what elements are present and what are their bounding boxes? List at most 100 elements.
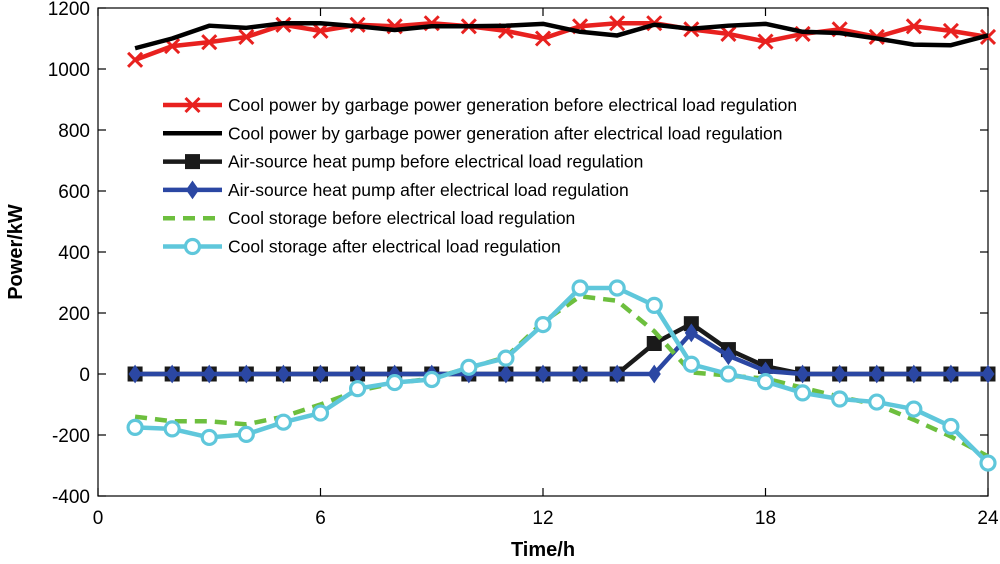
x-tick-label: 24	[977, 508, 999, 529]
legend-item-0: Cool power by garbage power generation b…	[163, 95, 797, 115]
data-point	[608, 279, 626, 297]
data-point	[238, 28, 255, 46]
data-point	[311, 404, 330, 422]
data-point	[756, 373, 775, 391]
data-point	[942, 417, 960, 436]
data-point	[757, 33, 774, 50]
marker-stroke	[609, 15, 626, 32]
y-tick-label: 1200	[48, 0, 90, 20]
data-point	[647, 364, 661, 384]
data-point	[609, 15, 626, 32]
legend-item-4: Cool storage before electrical load regu…	[163, 208, 575, 228]
data-point	[610, 364, 624, 384]
data-point	[720, 25, 737, 42]
data-point	[981, 364, 995, 384]
legend-item-3: Air-source heat pump after electrical lo…	[163, 180, 629, 200]
data-point	[239, 364, 253, 384]
legend-label: Cool power by garbage power generation a…	[228, 123, 783, 143]
data-point	[833, 364, 847, 384]
series-lines	[126, 15, 997, 472]
legend-item-5: Cool storage after electrical load regul…	[163, 237, 561, 257]
marker-stroke	[905, 18, 922, 35]
series-line	[135, 321, 988, 377]
y-tick-label: 800	[58, 121, 90, 142]
y-tick-label: 200	[58, 304, 90, 325]
data-point	[907, 364, 921, 384]
data-point	[165, 364, 179, 384]
legend-item-2: Air-source heat pump before electrical l…	[163, 152, 643, 172]
data-point	[163, 420, 181, 438]
data-point	[573, 364, 587, 384]
data-point	[719, 365, 738, 383]
legend-marker	[185, 154, 200, 170]
series-4	[134, 293, 990, 459]
data-point	[313, 364, 328, 384]
x-tick-label: 12	[532, 508, 553, 529]
data-point	[274, 413, 293, 431]
marker-stroke	[238, 28, 255, 46]
marker-stroke	[312, 22, 329, 39]
data-point	[684, 323, 698, 343]
data-point	[312, 22, 329, 39]
data-point	[534, 315, 552, 334]
data-point	[870, 364, 884, 384]
x-tick-label: 0	[93, 508, 104, 529]
data-point	[645, 296, 663, 314]
y-tick-label: 0	[79, 365, 90, 386]
data-point	[497, 349, 515, 367]
y-tick-label: -400	[52, 487, 90, 508]
data-point	[831, 390, 849, 408]
y-tick-label: -200	[52, 426, 90, 447]
legend-marker	[185, 180, 200, 200]
data-point	[796, 364, 810, 384]
data-point	[237, 425, 255, 443]
data-point	[536, 364, 550, 384]
marker-stroke	[942, 22, 959, 39]
x-tick-label: 18	[755, 508, 776, 529]
data-point	[793, 384, 812, 402]
data-point	[905, 400, 923, 418]
series-3	[128, 323, 995, 384]
data-point	[460, 358, 478, 376]
data-point	[386, 373, 404, 392]
data-point	[905, 18, 922, 35]
data-point	[126, 418, 144, 436]
y-tick-label: 400	[58, 243, 90, 264]
marker-stroke	[201, 34, 218, 51]
legend-label: Air-source heat pump before electrical l…	[228, 152, 643, 172]
data-point	[944, 364, 958, 384]
data-point	[571, 279, 589, 297]
series-2	[127, 316, 996, 382]
series-1	[134, 21, 989, 51]
legend-label: Cool power by garbage power generation b…	[228, 95, 797, 115]
data-point	[534, 30, 552, 47]
data-point	[646, 336, 662, 351]
marker-stroke	[164, 38, 181, 55]
data-point	[348, 380, 367, 398]
data-point	[276, 364, 290, 384]
data-point	[423, 370, 441, 389]
data-point	[942, 22, 959, 39]
series-line	[134, 21, 989, 51]
series-line	[134, 293, 990, 459]
x-tick-label: 6	[315, 508, 326, 529]
marker-stroke	[127, 51, 144, 68]
x-axis-title: Time/h	[511, 539, 575, 561]
legend-marker	[184, 96, 201, 114]
series-0	[127, 15, 997, 68]
y-axis-title: Power/kW	[5, 204, 27, 300]
series-5	[126, 279, 997, 472]
data-point	[128, 364, 142, 384]
data-point	[979, 454, 997, 472]
data-point	[200, 428, 218, 447]
legend-label: Cool storage after electrical load regul…	[228, 237, 561, 257]
series-line	[135, 330, 988, 377]
legend-item-1: Cool power by garbage power generation a…	[163, 123, 783, 143]
data-point	[868, 393, 886, 411]
legend: Cool power by garbage power generation b…	[163, 95, 797, 257]
marker-stroke	[757, 33, 774, 50]
marker-stroke	[184, 96, 201, 114]
marker-stroke	[720, 25, 737, 42]
